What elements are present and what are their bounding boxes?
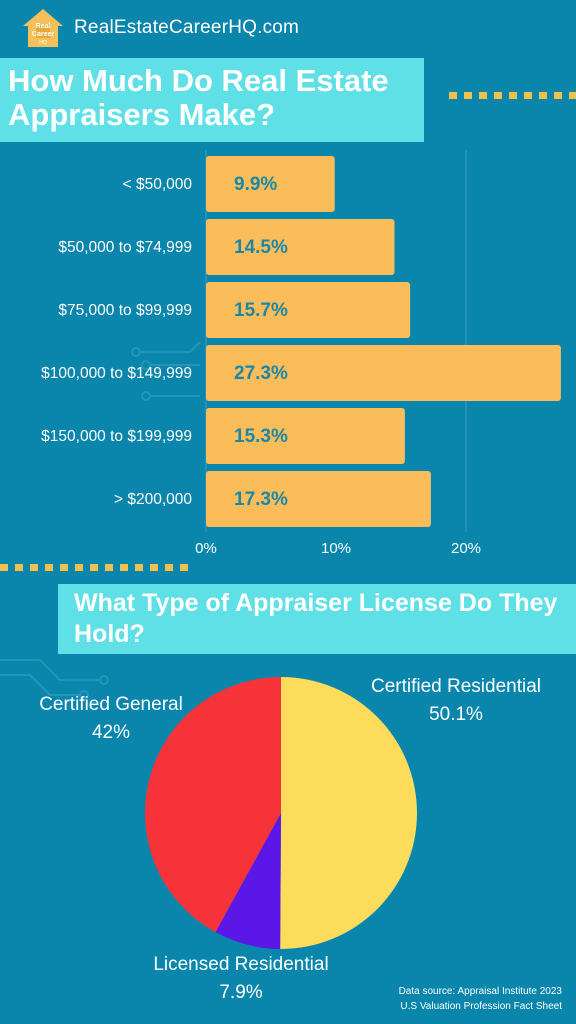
svg-text:HQ: HQ <box>39 40 47 46</box>
bar-chart-title: How Much Do Real Estate Appraisers Make? <box>8 63 389 132</box>
x-tick-label: 0% <box>195 540 217 557</box>
bar <box>206 345 561 401</box>
pie-slice-value: 50.1% <box>429 704 483 725</box>
bar-value-label: 15.3% <box>234 426 288 447</box>
pie-slice-label: Certified General <box>39 694 183 715</box>
pie-slice-label: Certified Residential <box>371 676 541 697</box>
bar <box>206 219 395 275</box>
pie-slice <box>215 813 281 949</box>
pie-slice <box>144 677 281 933</box>
bar-value-label: 14.5% <box>234 237 288 258</box>
pie-slice-value: 7.9% <box>219 982 262 1003</box>
source-line-1: Data source: Appraisal Institute 2023 <box>398 986 562 997</box>
decorative-dots <box>449 92 576 99</box>
svg-text:Real: Real <box>36 23 51 30</box>
bar-chart-title-box: How Much Do Real Estate Appraisers Make? <box>0 58 424 142</box>
bar <box>206 471 431 527</box>
x-tick-label: 20% <box>451 540 481 557</box>
source-line-2: U.S Valuation Profession Fact Sheet <box>400 1001 562 1012</box>
bar-category-label: > $200,000 <box>114 491 192 508</box>
bar-value-label: 27.3% <box>234 363 288 384</box>
pie-chart-title-box: What Type of Appraiser License Do They H… <box>58 584 576 654</box>
svg-text:Career: Career <box>32 31 54 38</box>
bar-value-label: 17.3% <box>234 489 288 510</box>
bar-value-label: 9.9% <box>234 174 277 195</box>
decorative-circuit-lines <box>0 341 201 700</box>
bar-category-label: $75,000 to $99,999 <box>58 302 192 319</box>
pie-slice-label: Licensed Residential <box>153 954 328 975</box>
bar <box>206 282 411 338</box>
house-logo-icon: Real Career HQ <box>23 9 63 47</box>
pie-slice-value: 42% <box>92 722 130 743</box>
bar-category-label: $100,000 to $149,999 <box>41 365 192 382</box>
bar-category-label: $50,000 to $74,999 <box>58 239 192 256</box>
bar-category-label: $150,000 to $199,999 <box>41 428 192 445</box>
decorative-dots <box>0 564 188 571</box>
bar-category-label: < $50,000 <box>123 176 193 193</box>
data-source-note: Data source: Appraisal Institute 2023 U.… <box>399 984 562 1014</box>
pie-slice <box>280 677 417 949</box>
bar-value-label: 15.7% <box>234 300 288 321</box>
x-tick-label: 10% <box>321 540 351 557</box>
site-name: RealEstateCareerHQ.com <box>74 17 300 38</box>
bar <box>206 408 405 464</box>
pie-chart-title: What Type of Appraiser License Do They H… <box>74 589 558 648</box>
bar <box>206 156 335 212</box>
